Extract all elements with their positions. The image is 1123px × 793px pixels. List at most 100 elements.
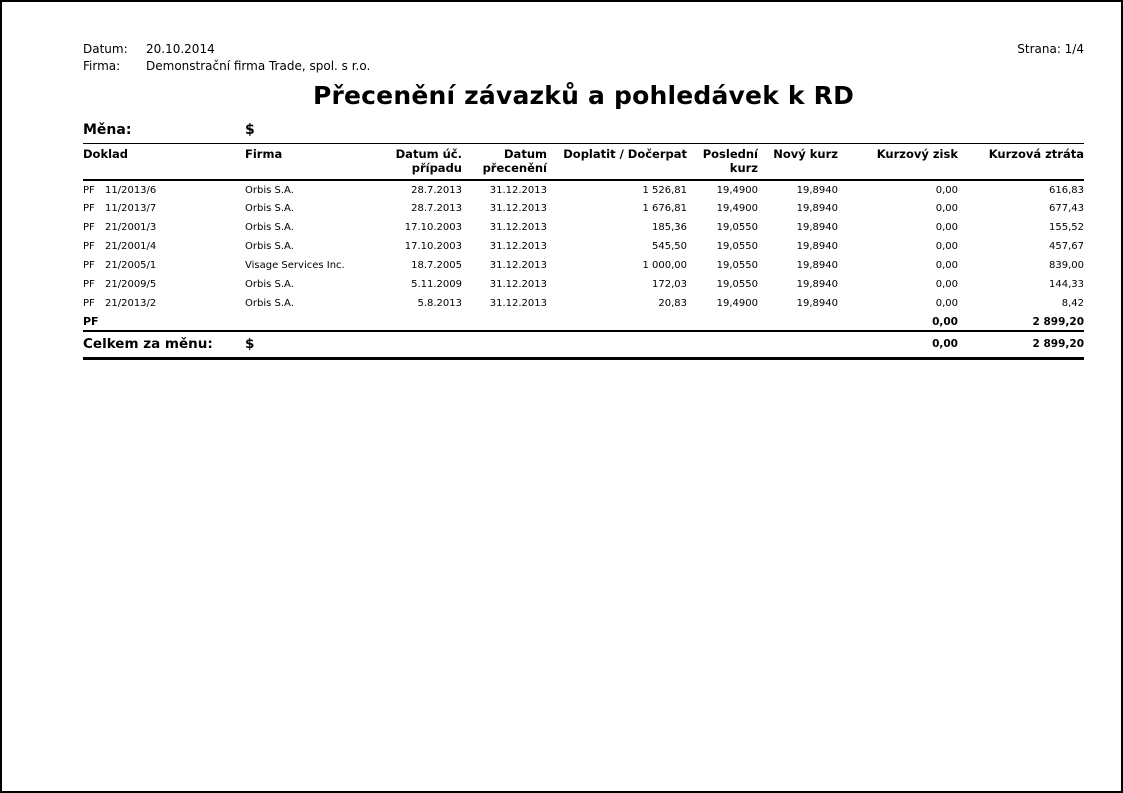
table-header-row: Doklad Firma Datum úč. případu Datum pře… <box>83 144 1084 181</box>
table-row: PF 11/2013/6 Orbis S.A. 28.7.2013 31.12.… <box>83 180 1084 199</box>
novy-kurz-cell: 19,8940 <box>796 241 838 252</box>
doc-num-cell: 21/2001/3 <box>105 222 157 233</box>
doc-num-cell: 21/2013/2 <box>105 298 157 309</box>
grand-total-currency: $ <box>245 331 383 360</box>
posledni-kurz-cell: 19,4900 <box>716 203 758 214</box>
kurzova-ztrata-cell: 144,33 <box>1049 279 1084 290</box>
posledni-kurz-cell: 19,0550 <box>716 241 758 252</box>
table-row: PF 21/2009/5 Orbis S.A. 5.11.2009 31.12.… <box>83 275 1084 294</box>
firm-row: Firma: Demonstrační firma Trade, spol. s… <box>83 58 1084 75</box>
doc-type-cell: PF <box>83 184 95 196</box>
kurzovy-zisk-cell: 0,00 <box>935 279 958 290</box>
table-row: PF 21/2001/4 Orbis S.A. 17.10.2003 31.12… <box>83 237 1084 256</box>
firma-cell: Orbis S.A. <box>245 298 294 309</box>
doc-type-cell: PF <box>83 279 95 290</box>
firm-value: Demonstrační firma Trade, spol. s r.o. <box>146 59 371 73</box>
table-row: PF 11/2013/7 Orbis S.A. 28.7.2013 31.12.… <box>83 199 1084 218</box>
header-datum-preceneni: Datum přecenění <box>462 144 547 181</box>
header-novy-kurz: Nový kurz <box>758 144 838 181</box>
kurzovy-zisk-cell: 0,00 <box>935 222 958 233</box>
doc-num-cell: 21/2005/1 <box>105 260 157 271</box>
header-doklad: Doklad <box>83 144 245 181</box>
currency-value: $ <box>245 122 255 138</box>
novy-kurz-cell: 19,8940 <box>796 260 838 271</box>
kurzova-ztrata-cell: 8,42 <box>1061 298 1084 309</box>
doc-type-cell: PF <box>83 298 95 309</box>
header-firma: Firma <box>245 144 383 181</box>
firma-cell: Orbis S.A. <box>245 222 294 233</box>
revaluation-table: Doklad Firma Datum úč. případu Datum pře… <box>83 144 1084 360</box>
header-datum-uc-pripadu: Datum úč. případu <box>383 144 462 181</box>
currency-label: Měna: <box>83 122 132 138</box>
report-title: Přecenění závazků a pohledávek k RD <box>312 81 855 110</box>
datum-uc-cell: 5.8.2013 <box>417 298 462 309</box>
novy-kurz-cell: 19,8940 <box>796 298 838 309</box>
page-number: Strana: 1/4 <box>1017 42 1084 56</box>
group-total-zisk: 0,00 <box>838 313 958 332</box>
novy-kurz-cell: 19,8940 <box>796 279 838 290</box>
datum-uc-cell: 28.7.2013 <box>411 184 462 196</box>
posledni-kurz-cell: 19,0550 <box>716 222 758 233</box>
group-total-row: PF 0,00 2 899,20 <box>83 313 1084 332</box>
firma-cell: Visage Services Inc. <box>245 260 345 271</box>
kurzova-ztrata-cell: 616,83 <box>1049 184 1084 196</box>
report-header: Datum: 20.10.2014 Firma: Demonstrační fi… <box>83 2 1084 75</box>
header-kurzova-ztrata: Kurzová ztráta <box>958 144 1084 181</box>
datum-prec-cell: 31.12.2013 <box>489 279 547 290</box>
doplatit-cell: 1 676,81 <box>642 203 687 214</box>
doplatit-cell: 185,36 <box>652 222 687 233</box>
group-total-label: PF <box>83 313 245 332</box>
datum-uc-cell: 17.10.2003 <box>404 222 462 233</box>
novy-kurz-cell: 19,8940 <box>796 203 838 214</box>
datum-uc-cell: 5.11.2009 <box>411 279 462 290</box>
datum-uc-cell: 28.7.2013 <box>411 203 462 214</box>
datum-prec-cell: 31.12.2013 <box>489 298 547 309</box>
firma-cell: Orbis S.A. <box>245 279 294 290</box>
doplatit-cell: 1 000,00 <box>642 260 687 271</box>
doc-num-cell: 21/2001/4 <box>105 241 157 252</box>
date-value: 20.10.2014 <box>146 42 215 56</box>
doc-num-cell: 11/2013/6 <box>105 184 157 196</box>
firma-cell: Orbis S.A. <box>245 184 294 196</box>
posledni-kurz-cell: 19,4900 <box>716 298 758 309</box>
kurzovy-zisk-cell: 0,00 <box>935 203 958 214</box>
kurzovy-zisk-cell: 0,00 <box>935 298 958 309</box>
datum-prec-cell: 31.12.2013 <box>489 260 547 271</box>
novy-kurz-cell: 19,8940 <box>796 184 838 196</box>
header-posledni-kurz: Poslední kurz <box>687 144 758 181</box>
datum-uc-cell: 18.7.2005 <box>411 260 462 271</box>
doc-type-cell: PF <box>83 241 95 252</box>
kurzova-ztrata-cell: 155,52 <box>1049 222 1084 233</box>
datum-prec-cell: 31.12.2013 <box>489 222 547 233</box>
kurzovy-zisk-cell: 0,00 <box>935 241 958 252</box>
posledni-kurz-cell: 19,0550 <box>716 279 758 290</box>
firma-cell: Orbis S.A. <box>245 203 294 214</box>
doc-num-cell: 21/2009/5 <box>105 279 157 290</box>
group-total-ztrata: 2 899,20 <box>958 313 1084 332</box>
kurzova-ztrata-cell: 839,00 <box>1049 260 1084 271</box>
posledni-kurz-cell: 19,0550 <box>716 260 758 271</box>
posledni-kurz-cell: 19,4900 <box>716 184 758 196</box>
doplatit-cell: 1 526,81 <box>642 184 687 196</box>
novy-kurz-cell: 19,8940 <box>796 222 838 233</box>
datum-prec-cell: 31.12.2013 <box>489 241 547 252</box>
grand-total-zisk: 0,00 <box>838 331 958 360</box>
grand-total-label: Celkem za měnu: <box>83 331 245 360</box>
currency-row: Měna: $ <box>83 121 1084 144</box>
datum-prec-cell: 31.12.2013 <box>489 203 547 214</box>
doc-num-cell: 11/2013/7 <box>105 203 157 214</box>
kurzova-ztrata-cell: 677,43 <box>1049 203 1084 214</box>
date-row: Datum: 20.10.2014 <box>83 41 1084 58</box>
grand-total-ztrata: 2 899,20 <box>958 331 1084 360</box>
table-row: PF 21/2001/3 Orbis S.A. 17.10.2003 31.12… <box>83 218 1084 237</box>
doc-type-cell: PF <box>83 203 95 214</box>
header-doplatit-docerpat: Doplatit / Dočerpat <box>547 144 687 181</box>
firma-cell: Orbis S.A. <box>245 241 294 252</box>
table-row: PF 21/2005/1 Visage Services Inc. 18.7.2… <box>83 256 1084 275</box>
doplatit-cell: 20,83 <box>658 298 687 309</box>
firm-label: Firma: <box>83 59 121 73</box>
datum-uc-cell: 17.10.2003 <box>404 241 462 252</box>
kurzovy-zisk-cell: 0,00 <box>935 260 958 271</box>
date-label: Datum: <box>83 42 128 56</box>
